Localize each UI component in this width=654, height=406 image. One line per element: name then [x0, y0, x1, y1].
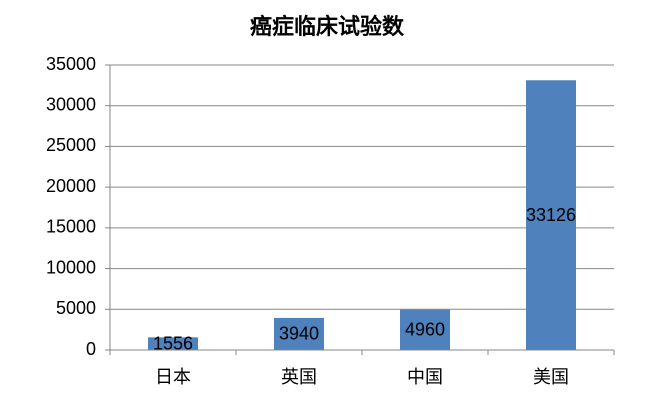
- y-tick-label: 35000: [46, 54, 96, 74]
- bar: [274, 317, 324, 350]
- y-tick-label: 5000: [56, 298, 96, 318]
- data-label: 4960: [405, 320, 445, 340]
- data-label: 33126: [526, 205, 576, 225]
- chart-title: 癌症临床试验数: [250, 14, 405, 39]
- bar: [400, 309, 450, 350]
- y-tick-label: 15000: [46, 217, 96, 237]
- y-tick-label: 25000: [46, 135, 96, 155]
- bar: [148, 337, 198, 350]
- y-tick-label: 30000: [46, 94, 96, 114]
- x-tick-label: 日本: [155, 367, 191, 387]
- data-label: 3940: [279, 324, 319, 344]
- y-tick-label: 20000: [46, 176, 96, 196]
- x-tick-label: 英国: [281, 367, 317, 387]
- y-tick-label: 0: [86, 339, 96, 359]
- bar: [526, 80, 576, 351]
- y-tick-label: 10000: [46, 257, 96, 277]
- x-tick-label: 中国: [407, 367, 443, 387]
- x-tick-label: 美国: [533, 367, 569, 387]
- data-label: 1556: [153, 333, 193, 353]
